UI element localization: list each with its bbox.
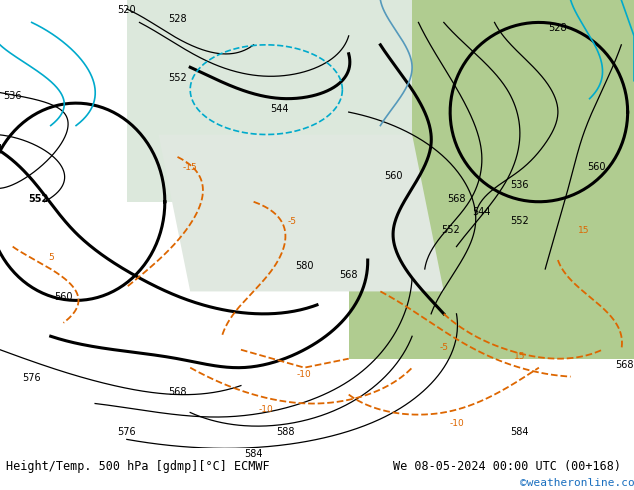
Text: 552: 552 [441,225,460,235]
Text: 568: 568 [447,194,466,204]
Text: 560: 560 [586,162,605,172]
Text: 576: 576 [117,427,136,437]
Text: -10: -10 [449,419,464,428]
Text: 568: 568 [616,360,634,369]
Text: 5: 5 [48,253,54,262]
Text: 568: 568 [168,387,187,396]
Text: -5: -5 [287,217,296,226]
Text: 536: 536 [3,91,22,100]
Polygon shape [158,135,444,292]
Text: 544: 544 [0,145,3,154]
Text: 536: 536 [510,180,529,190]
Text: 552: 552 [510,216,529,226]
Text: 544: 544 [472,207,491,217]
Text: 560: 560 [384,172,403,181]
Text: We 08-05-2024 00:00 UTC (00+168): We 08-05-2024 00:00 UTC (00+168) [393,460,621,473]
Text: 528: 528 [548,24,567,33]
Text: 552: 552 [28,194,48,204]
Text: Height/Temp. 500 hPa [gdmp][°C] ECMWF: Height/Temp. 500 hPa [gdmp][°C] ECMWF [6,460,270,473]
Text: 552: 552 [168,73,187,83]
Text: 584: 584 [510,427,529,437]
Text: 568: 568 [339,270,358,280]
Text: 15: 15 [578,226,589,235]
Text: 520: 520 [117,5,136,16]
Text: -10: -10 [259,406,274,415]
Text: 15: 15 [514,352,526,361]
Text: 528: 528 [168,14,187,24]
Text: 584: 584 [244,449,263,459]
Text: 580: 580 [295,261,314,271]
Text: -10: -10 [297,369,312,379]
Text: 588: 588 [276,427,295,437]
Text: 544: 544 [269,104,288,114]
Text: ©weatheronline.co.uk: ©weatheronline.co.uk [520,478,634,488]
Text: 560: 560 [54,293,73,302]
Text: -15: -15 [183,163,198,172]
Polygon shape [127,0,412,202]
Text: 576: 576 [22,373,41,383]
Polygon shape [349,0,634,359]
Text: -5: -5 [439,343,448,352]
